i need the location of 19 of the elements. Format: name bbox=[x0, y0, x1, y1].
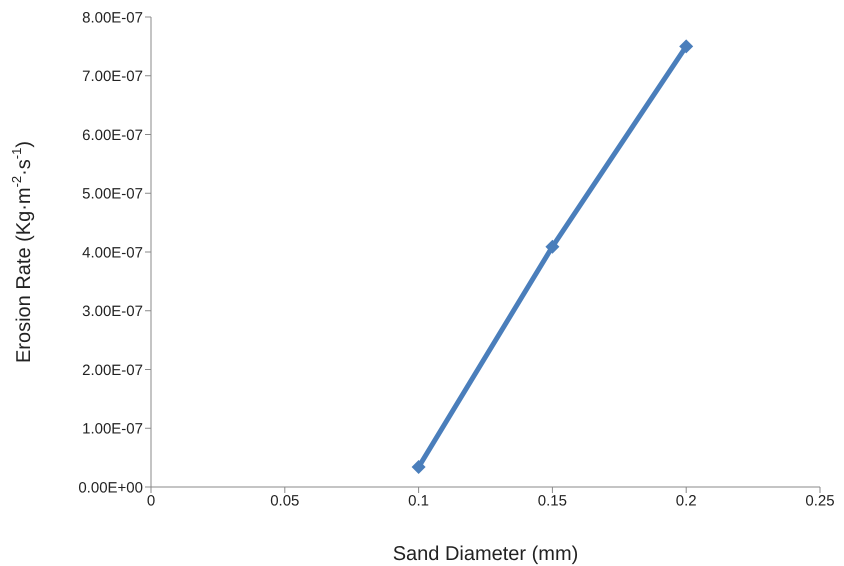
y-tick-label: 1.00E-07 bbox=[82, 420, 143, 438]
y-tick-label: 5.00E-07 bbox=[82, 186, 143, 203]
x-tick-label: 0.15 bbox=[538, 492, 567, 510]
y-tick-label: 2.00E-07 bbox=[82, 362, 143, 379]
y-tick-label: 6.00E-07 bbox=[82, 126, 143, 144]
x-tick-label: 0 bbox=[146, 492, 156, 510]
point bbox=[545, 240, 560, 254]
x-tick-label: 0.2 bbox=[676, 492, 697, 510]
point bbox=[679, 39, 694, 54]
y-tick-label: 4.00E-07 bbox=[82, 244, 143, 262]
x-axis-title: Sand Diameter (mm) bbox=[392, 543, 578, 565]
x-tick-label: 0.25 bbox=[805, 492, 835, 510]
y-tick-label: 3.00E-07 bbox=[82, 303, 143, 320]
x-tick-label: 0.1 bbox=[408, 492, 430, 510]
point bbox=[412, 460, 426, 474]
y-tick-label: 0.00E+00 bbox=[78, 479, 143, 496]
y-tick-label: 7.00E-07 bbox=[82, 68, 143, 86]
x-tick-label: 0.05 bbox=[270, 492, 300, 510]
y-tick-label: 8.00E-07 bbox=[82, 9, 143, 26]
